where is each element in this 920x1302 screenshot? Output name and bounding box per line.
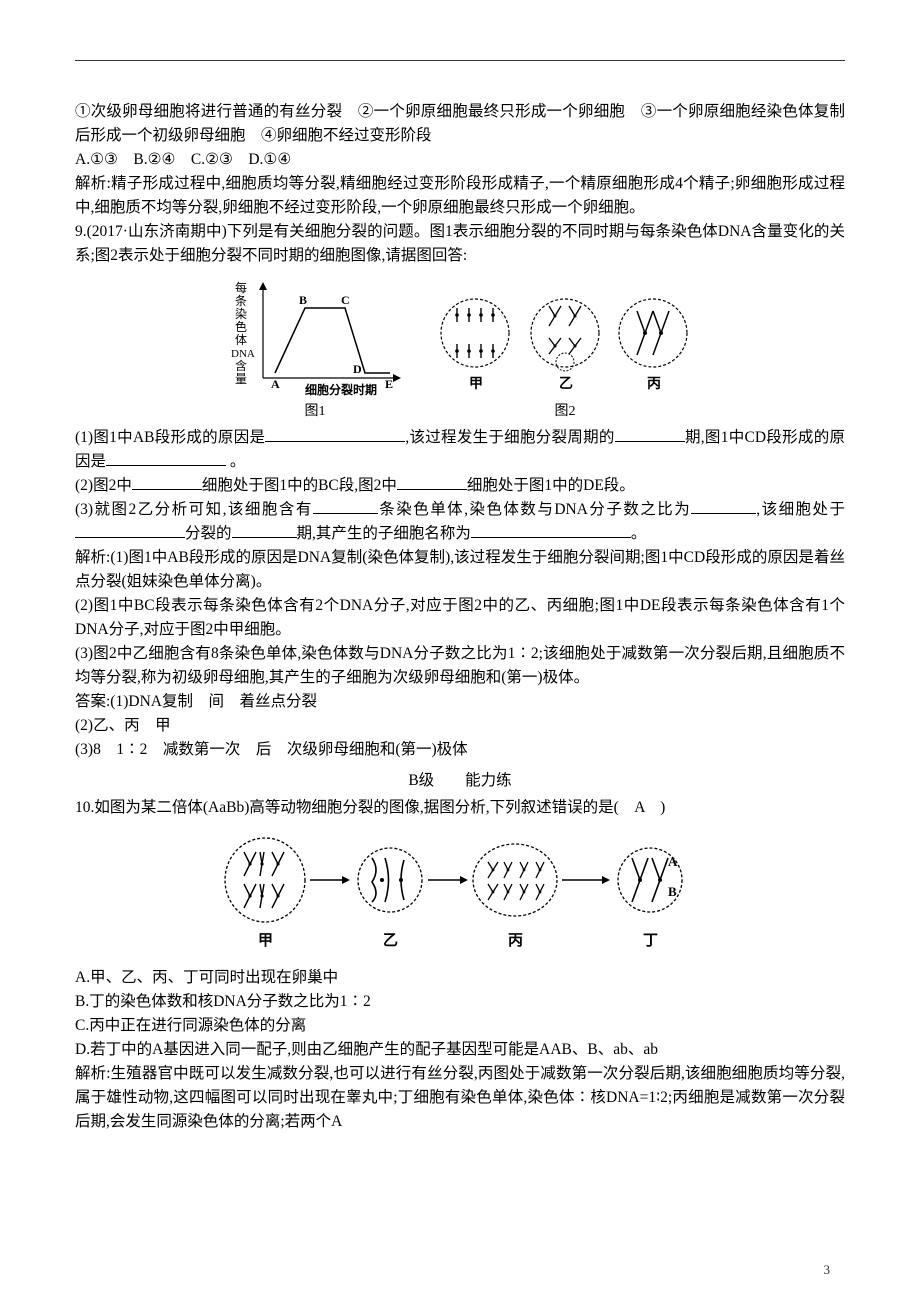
q9-sub3: (3)就图2乙分析可知,该细胞含有 条染色单体,染色体数与DNA分子数之比为 ,该细… <box>75 498 845 546</box>
fig1-pt-C: C <box>341 293 350 307</box>
fig2-label-jia: 甲 <box>469 376 483 392</box>
blank <box>132 476 202 490</box>
fig1-pt-B: B <box>299 293 307 307</box>
q10-optC: C.丙中正在进行同源染色体的分离 <box>75 1014 845 1038</box>
q9-sub1-d: 。 <box>230 453 246 470</box>
q9-sub3-c: ,该细胞处于 <box>756 501 845 518</box>
fig2-label-bing: 丙 <box>647 376 661 392</box>
blank <box>397 476 467 490</box>
page: ①次级卵母细胞将进行普通的有丝分裂 ②一个卵原细胞最终只形成一个卵细胞 ③一个卵… <box>0 0 920 1302</box>
fig1-ylabel-7: 量 <box>235 372 247 386</box>
fig1-pt-D: D <box>353 362 362 376</box>
fig10-label-jia: 甲 <box>258 932 273 949</box>
fig10-svg: 甲 乙 <box>210 830 710 960</box>
fig1-ylabel-6: 含 <box>235 358 247 373</box>
fig1-ylabel-4: 体 <box>235 333 247 347</box>
prevq-options-text: ①次级卵母细胞将进行普通的有丝分裂 ②一个卵原细胞最终只形成一个卵细胞 ③一个卵… <box>75 100 845 148</box>
q9-sub3-b: 条染色单体,染色体数与DNA分子数之比为 <box>378 501 691 518</box>
fig1-ylabel-0: 每 <box>235 280 247 295</box>
fig2-cell-yi: 乙 <box>531 299 599 392</box>
section-b-title: B级 能力练 <box>75 768 845 790</box>
q9-sub2-a: (2)图2中 <box>75 477 132 494</box>
q9-sub2-c: 细胞处于图1中的DE段。 <box>467 477 635 494</box>
q10-optB: B.丁的染色体数和核DNA分子数之比为1∶2 <box>75 990 845 1014</box>
fig10-label-ding: 丁 <box>643 933 658 949</box>
fig1-xlabel: 细胞分裂时期 <box>305 382 377 397</box>
q10-optD: D.若丁中的A基因进入同一配子,则由乙细胞产生的配子基因型可能是AAB、B、ab… <box>75 1038 845 1062</box>
fig1-ylabel-1: 条 <box>235 294 247 308</box>
q9-sub2-b: 细胞处于图1中的BC段,图2中 <box>202 477 397 494</box>
q9-sub3-f: 。 <box>631 525 647 542</box>
fig2-container: 甲 乙 丙 <box>435 288 695 420</box>
fig2-cell-bing: 丙 <box>619 299 687 392</box>
fig1-pt-E: E <box>385 377 393 391</box>
fig10-ding-A: A <box>668 854 678 869</box>
prevq-analysis: 解析:精子形成过程中,细胞质均等分裂,精细胞经过变形阶段形成精子,一个精原细胞形… <box>75 172 845 220</box>
blank <box>106 452 226 466</box>
blank <box>313 500 378 514</box>
q10-analysis: 解析:生殖器官中既可以发生减数分裂,也可以进行有丝分裂,丙图处于减数第一次分裂后… <box>75 1062 845 1134</box>
q9-sub1-a: (1)图1中AB段形成的原因是 <box>75 429 265 446</box>
blank <box>615 428 685 442</box>
blank <box>471 524 631 538</box>
blank <box>265 428 405 442</box>
top-rule <box>75 60 845 61</box>
fig10-cell-yi: 乙 <box>358 848 422 949</box>
q9-sub2: (2)图2中 细胞处于图1中的BC段,图2中 细胞处于图1中的DE段。 <box>75 474 845 498</box>
fig2-caption: 图2 <box>555 400 576 420</box>
fig1-container: 每 条 染 色 体 DNA 含 量 A B C D E 细胞分裂时 <box>225 278 405 420</box>
blank <box>691 500 756 514</box>
blank <box>232 524 297 538</box>
fig1-pt-A: A <box>271 377 280 391</box>
q9-stem: 9.(2017·山东济南期中)下列是有关细胞分裂的问题。图1表示细胞分裂的不同时… <box>75 220 845 268</box>
fig10-label-yi: 乙 <box>383 933 398 949</box>
blank <box>75 524 185 538</box>
q9-answer3: (3)8 1∶2 减数第一次 后 次级卵母细胞和(第一)极体 <box>75 738 845 762</box>
q9-figures: 每 条 染 色 体 DNA 含 量 A B C D E 细胞分裂时 <box>75 278 845 420</box>
prevq-choices: A.①③ B.②④ C.②③ D.①④ <box>75 148 845 172</box>
q9-sub3-e: 期,其产生的子细胞名称为 <box>297 525 471 542</box>
fig10-cell-ding: A B 丁 <box>618 848 682 949</box>
fig2-cells: 甲 乙 丙 <box>435 288 695 398</box>
q9-answer2: (2)乙、丙 甲 <box>75 714 845 738</box>
q9-analysis: 解析:(1)图1中AB段形成的原因是DNA复制(染色体复制),该过程发生于细胞分… <box>75 546 845 690</box>
q9-sub1-b: ,该过程发生于细胞分裂周期的 <box>405 429 614 446</box>
fig1-ylabel-3: 色 <box>235 320 247 334</box>
q9-sub3-a: (3)就图2乙分析可知,该细胞含有 <box>75 501 313 518</box>
q10-stem: 10.如图为某二倍体(AaBb)高等动物细胞分裂的图像,据图分析,下列叙述错误的… <box>75 796 845 820</box>
fig10-cell-jia: 甲 <box>225 838 305 949</box>
q9-sub3-d: 分裂的 <box>185 525 232 542</box>
fig1-ylabel-2: 染 <box>235 306 247 321</box>
fig1-chart: 每 条 染 色 体 DNA 含 量 A B C D E 细胞分裂时 <box>225 278 405 398</box>
q9-answer1: 答案:(1)DNA复制 间 着丝点分裂 <box>75 690 845 714</box>
q10-optA: A.甲、乙、丙、丁可同时出现在卵巢中 <box>75 966 845 990</box>
fig10-ding-B: B <box>668 884 677 899</box>
fig1-caption: 图1 <box>305 400 326 420</box>
page-number: 3 <box>824 1262 831 1278</box>
fig10-cell-bing: 丙 <box>473 844 557 949</box>
fig10-label-bing: 丙 <box>508 932 523 949</box>
fig2-label-yi: 乙 <box>559 376 573 392</box>
fig2-cell-jia: 甲 <box>441 299 509 392</box>
q10-figure: 甲 乙 <box>75 830 845 960</box>
q9-sub1: (1)图1中AB段形成的原因是,该过程发生于细胞分裂周期的期,图1中CD段形成的… <box>75 426 845 474</box>
